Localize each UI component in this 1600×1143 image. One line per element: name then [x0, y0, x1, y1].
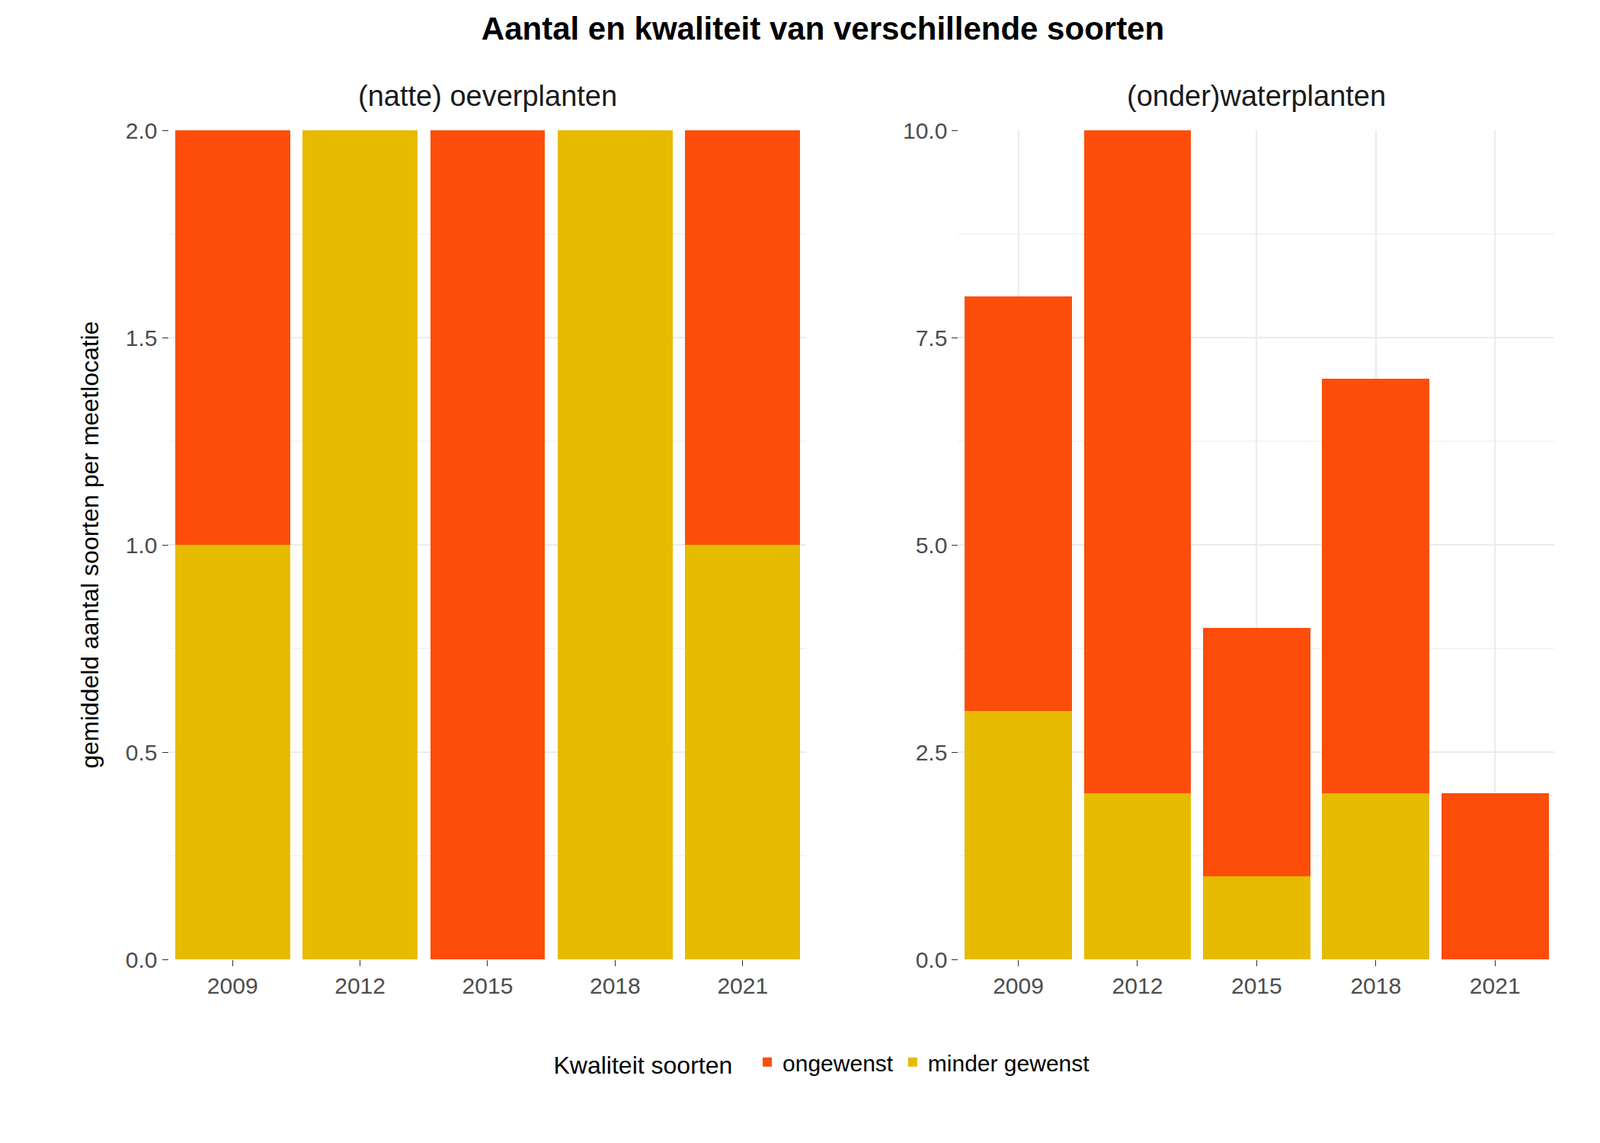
svg-text:(natte) oeverplanten: (natte) oeverplanten — [358, 80, 618, 112]
svg-text:2018: 2018 — [1350, 972, 1402, 999]
svg-text:minder gewenst: minder gewenst — [928, 1050, 1090, 1076]
svg-text:0.5: 0.5 — [125, 739, 158, 765]
svg-text:2012: 2012 — [334, 972, 386, 999]
svg-text:2021: 2021 — [716, 972, 768, 999]
svg-text:2021: 2021 — [1469, 972, 1521, 999]
svg-text:2.5: 2.5 — [915, 739, 948, 765]
svg-text:2015: 2015 — [462, 972, 514, 999]
svg-text:5.0: 5.0 — [915, 532, 948, 558]
svg-text:1.5: 1.5 — [125, 325, 158, 351]
svg-text:2018: 2018 — [589, 972, 641, 999]
svg-text:gemiddeld aantal soorten per m: gemiddeld aantal soorten per meetlocatie — [76, 320, 104, 768]
svg-text:Aantal en kwaliteit van versch: Aantal en kwaliteit van verschillende so… — [481, 10, 1165, 47]
svg-text:2015: 2015 — [1231, 972, 1283, 999]
svg-text:Kwaliteit soorten: Kwaliteit soorten — [553, 1051, 747, 1079]
svg-text:2009: 2009 — [992, 972, 1044, 999]
svg-text:2009: 2009 — [207, 972, 259, 999]
svg-text:7.5: 7.5 — [915, 325, 948, 351]
svg-text:ongewenst: ongewenst — [782, 1050, 894, 1076]
svg-text:2.0: 2.0 — [125, 118, 158, 144]
svg-text:(onder)waterplanten: (onder)waterplanten — [1126, 80, 1386, 112]
svg-text:0.0: 0.0 — [125, 947, 158, 973]
svg-text:10.0: 10.0 — [902, 118, 948, 144]
svg-text:1.0: 1.0 — [125, 532, 158, 558]
svg-text:0.0: 0.0 — [915, 947, 948, 973]
svg-text:2012: 2012 — [1112, 972, 1164, 999]
